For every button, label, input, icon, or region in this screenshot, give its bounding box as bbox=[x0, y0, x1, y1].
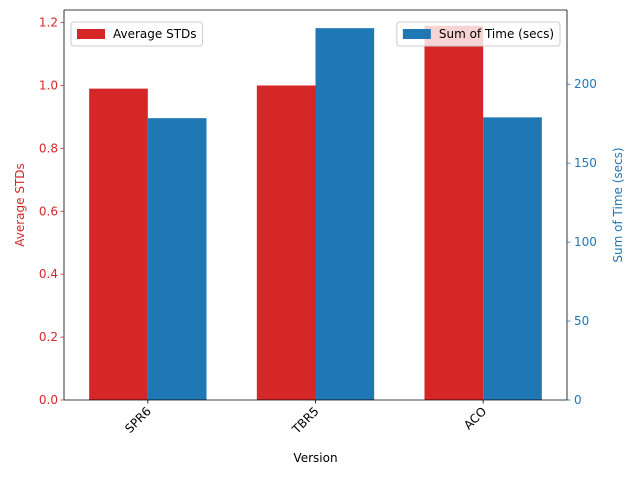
left-tick-label: 1.0 bbox=[39, 78, 58, 92]
bar-average-stds-spr6 bbox=[89, 88, 148, 400]
x-axis-title: Version bbox=[293, 451, 337, 465]
left-tick-label: 0.0 bbox=[39, 393, 58, 407]
right-tick-label: 100 bbox=[574, 235, 597, 249]
right-tick-label: 50 bbox=[574, 314, 589, 328]
left-tick-label: 0.6 bbox=[39, 204, 58, 218]
bars-group bbox=[89, 25, 542, 401]
right-tick-label: 0 bbox=[574, 393, 582, 407]
right-tick-label: 200 bbox=[574, 77, 597, 91]
left-axis-title: Average STDs bbox=[13, 163, 27, 247]
left-tick-label: 1.2 bbox=[39, 16, 58, 30]
right-tick-label: 150 bbox=[574, 156, 597, 170]
legend-sum-of-time-secs-swatch bbox=[402, 29, 431, 39]
bar-sum-of-time-secs--tbr5 bbox=[315, 28, 375, 400]
legend-sum-of-time-secs-box bbox=[396, 21, 561, 47]
left-tick-label: 0.2 bbox=[39, 330, 58, 344]
bar-sum-of-time-secs--spr6 bbox=[147, 118, 207, 400]
right-axis-title: Sum of Time (secs) bbox=[611, 147, 625, 262]
legend-average-stds-label: Average STDs bbox=[113, 27, 197, 41]
legend-average-stds-swatch bbox=[77, 29, 105, 39]
bar-average-stds-tbr5 bbox=[256, 85, 316, 400]
legend-sum-of-time-secs-label: Sum of Time (secs) bbox=[439, 27, 554, 41]
left-tick-label: 0.8 bbox=[39, 141, 58, 155]
legend-average-stds-box bbox=[70, 21, 204, 47]
bar-average-stds-aco bbox=[424, 25, 484, 400]
legends-group: Average STDs Sum of Time (secs) bbox=[70, 21, 561, 47]
left-tick-label: 0.4 bbox=[39, 267, 58, 281]
bar-sum-of-time-secs--aco bbox=[483, 117, 542, 401]
